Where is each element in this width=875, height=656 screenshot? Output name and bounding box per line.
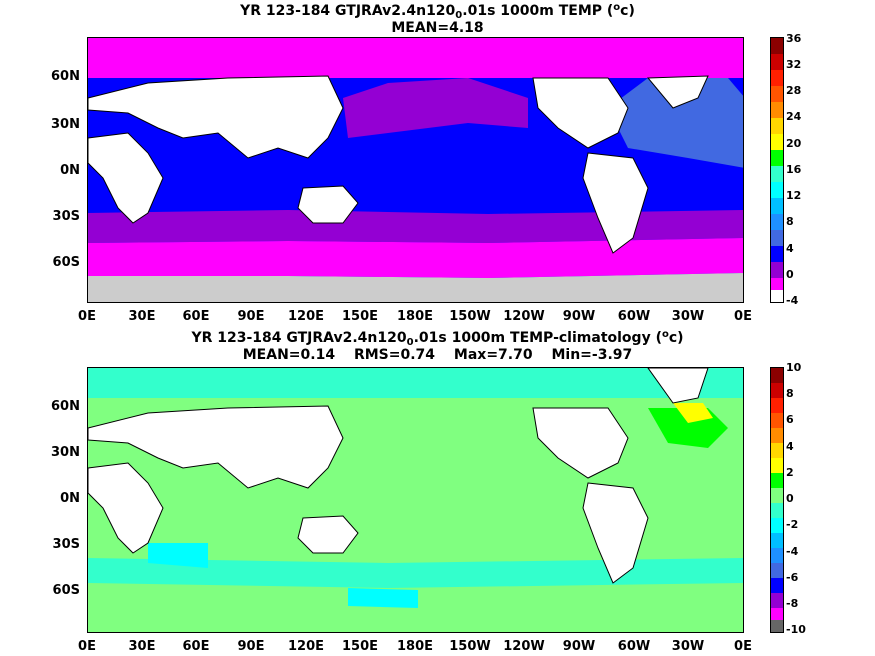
panel1-mean: MEAN=4.18 xyxy=(391,20,484,36)
panel1-npac-purple xyxy=(343,78,528,138)
panel2-natl-hot xyxy=(673,403,713,423)
panel1-title: YR 123-184 GTJRAv2.4n1200.01s 1000m TEMP… xyxy=(240,2,635,21)
panel1-southern-band xyxy=(88,210,743,243)
panel2-indian-cool xyxy=(148,543,208,568)
panel1-stats: MEAN=4.18 xyxy=(0,20,875,36)
panel2-land xyxy=(88,368,709,584)
panel2-max: Max=7.70 xyxy=(453,347,533,363)
panel1-map-svg xyxy=(88,38,743,302)
panel1-land xyxy=(88,75,709,254)
panel2-title: YR 123-184 GTJRAv2.4n1200.01s 1000m TEMP… xyxy=(191,329,684,348)
panel2-south-cool xyxy=(348,588,418,608)
panel1-natl-blue xyxy=(608,78,743,168)
panel2-mean: MEAN=0.14 xyxy=(242,347,336,363)
panel2-colorbar xyxy=(770,367,784,633)
panel1-colorbar xyxy=(770,37,784,303)
panel2-southern-band xyxy=(88,558,743,588)
panel2-map-svg xyxy=(88,368,743,632)
panel2-arctic-band xyxy=(88,368,743,398)
panel1-arctic-band xyxy=(88,38,743,78)
panel1-map xyxy=(87,37,744,303)
panel1-antarctic-band xyxy=(88,273,743,302)
panel2-min: Min=-3.97 xyxy=(551,347,633,363)
panel2-rms: RMS=0.74 xyxy=(353,347,436,363)
panel2-map xyxy=(87,367,744,633)
panel1-southern-cold-band xyxy=(88,238,743,278)
panel2-stats: MEAN=0.14 RMS=0.74 Max=7.70 Min=-3.97 xyxy=(0,347,875,363)
